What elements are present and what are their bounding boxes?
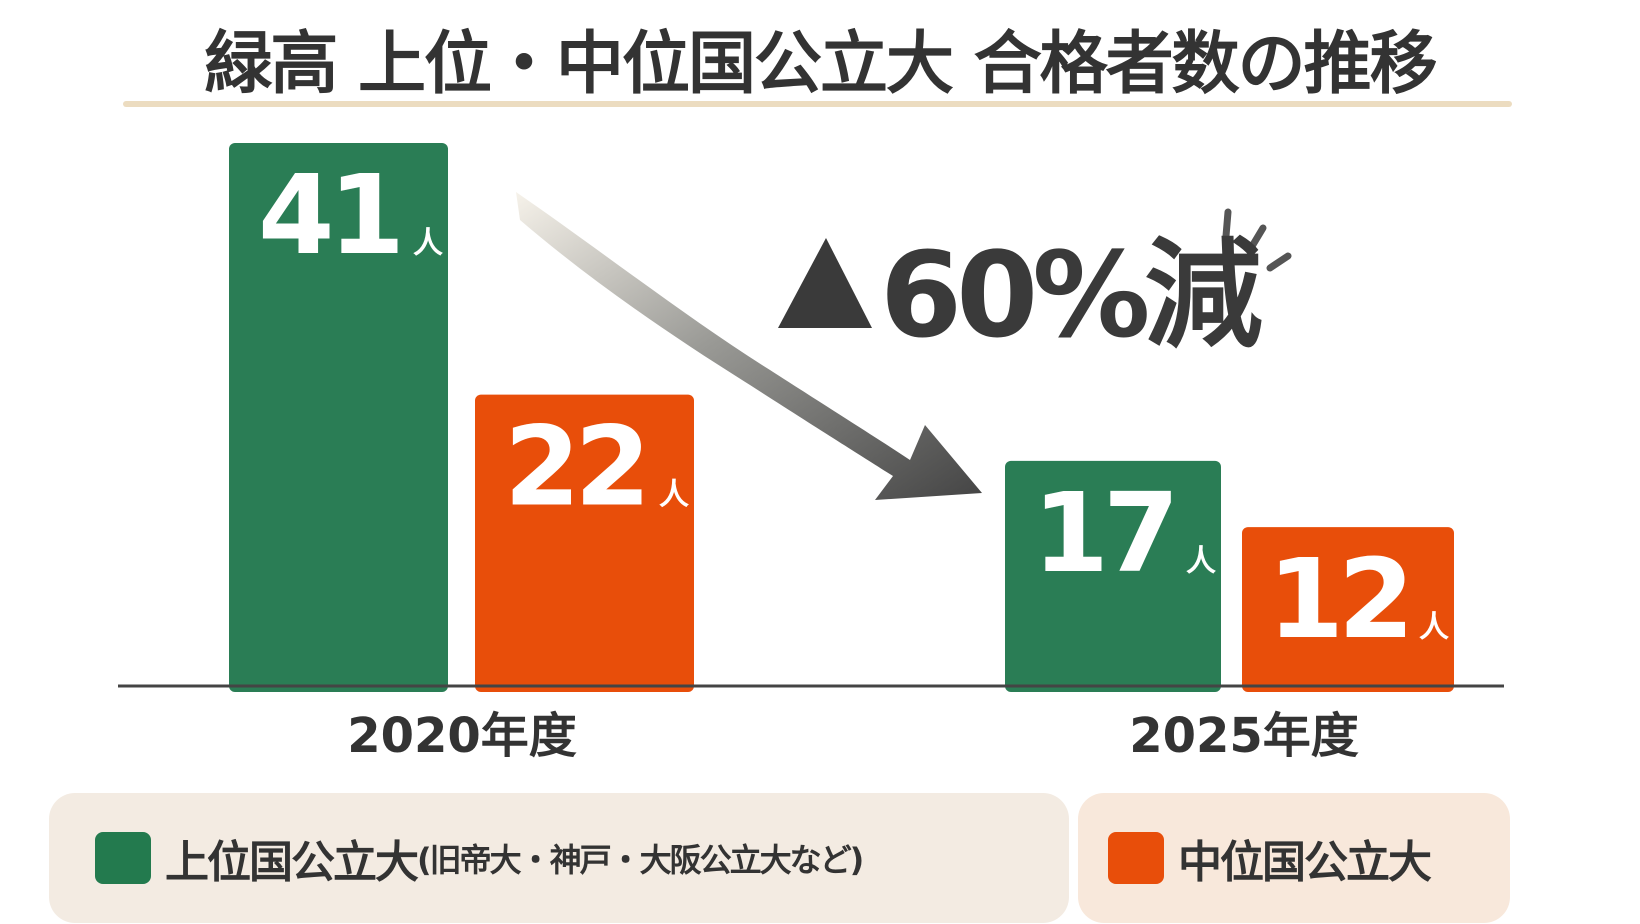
chart-title: 緑高 上位・中位国公立大 合格者数の推移: [204, 25, 1437, 104]
bar-middle-1: [1242, 527, 1454, 692]
bar-upper-0: [229, 143, 448, 692]
bar-upper-1: [1005, 460, 1221, 692]
bar-unit-label: 人: [413, 226, 443, 261]
legend-swatch-upper: [95, 832, 151, 884]
bar-value-label: 41: [258, 151, 399, 279]
bar-middle-0: [475, 394, 694, 692]
bar-value-label: 12: [1267, 535, 1408, 663]
legend-swatch-middle: [1108, 832, 1164, 884]
bar-unit-label: 人: [659, 478, 689, 513]
title-underline: [123, 101, 1512, 107]
legend-item-middle: 中位国公立大: [1078, 793, 1510, 923]
x-tick-label: 2025年度: [1129, 708, 1359, 764]
decrease-annotation: 60%減: [880, 226, 1262, 364]
triangle-marker-icon: [778, 238, 872, 328]
x-tick-label: 2020年度: [347, 708, 577, 764]
legend-item-upper: 上位国公立大 (旧帝大・神戸・大阪公立大など): [49, 793, 1069, 923]
bar-value-label: 17: [1032, 469, 1173, 597]
bar-unit-label: 人: [1419, 610, 1449, 645]
decrease-arrow: [516, 192, 982, 500]
bar-unit-label: 人: [1186, 544, 1216, 579]
legend-label-upper: 上位国公立大: [165, 837, 419, 888]
emphasis-marks-icon: [1222, 208, 1292, 272]
legend-note-upper: (旧帝大・神戸・大阪公立大など): [417, 841, 864, 879]
legend-label-middle: 中位国公立大: [1178, 837, 1432, 888]
bar-value-label: 22: [504, 403, 645, 531]
